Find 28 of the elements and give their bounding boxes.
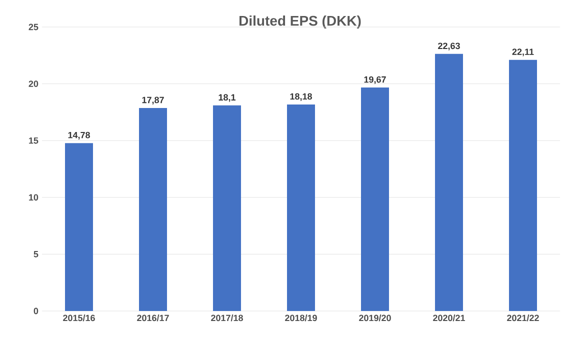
data-label: 18,18 (290, 93, 312, 101)
data-label: 22,11 (512, 48, 534, 56)
bar (213, 105, 242, 311)
x-tick-label: 2019/20 (359, 314, 391, 322)
y-tick-label: 0 (34, 308, 38, 314)
bar (435, 54, 463, 311)
chart-title: Diluted EPS (DKK) (240, 15, 361, 29)
bar (139, 108, 168, 311)
data-label: 17,87 (142, 96, 164, 104)
x-tick-label: 2020/21 (433, 314, 466, 322)
data-label: 22,63 (438, 42, 460, 50)
data-label: 18,1 (218, 94, 236, 102)
x-tick-label: 2021/22 (507, 314, 539, 322)
x-tick-label: 2017/18 (211, 314, 243, 322)
bar (509, 60, 537, 311)
y-tick-label: 20 (28, 80, 38, 87)
x-tick-label: 2015/16 (63, 314, 95, 322)
bar (65, 143, 93, 311)
y-tick-label: 25 (28, 24, 38, 30)
y-tick-label: 10 (29, 194, 38, 201)
y-tick-label: 5 (34, 251, 38, 258)
x-tick-label: 2018/19 (285, 314, 317, 322)
data-label: 19,67 (364, 76, 386, 84)
bar (287, 104, 315, 311)
y-tick-label: 15 (29, 137, 38, 144)
bar (361, 88, 389, 311)
x-tick-label: 2016/17 (137, 314, 169, 322)
data-label: 14,78 (68, 132, 90, 140)
